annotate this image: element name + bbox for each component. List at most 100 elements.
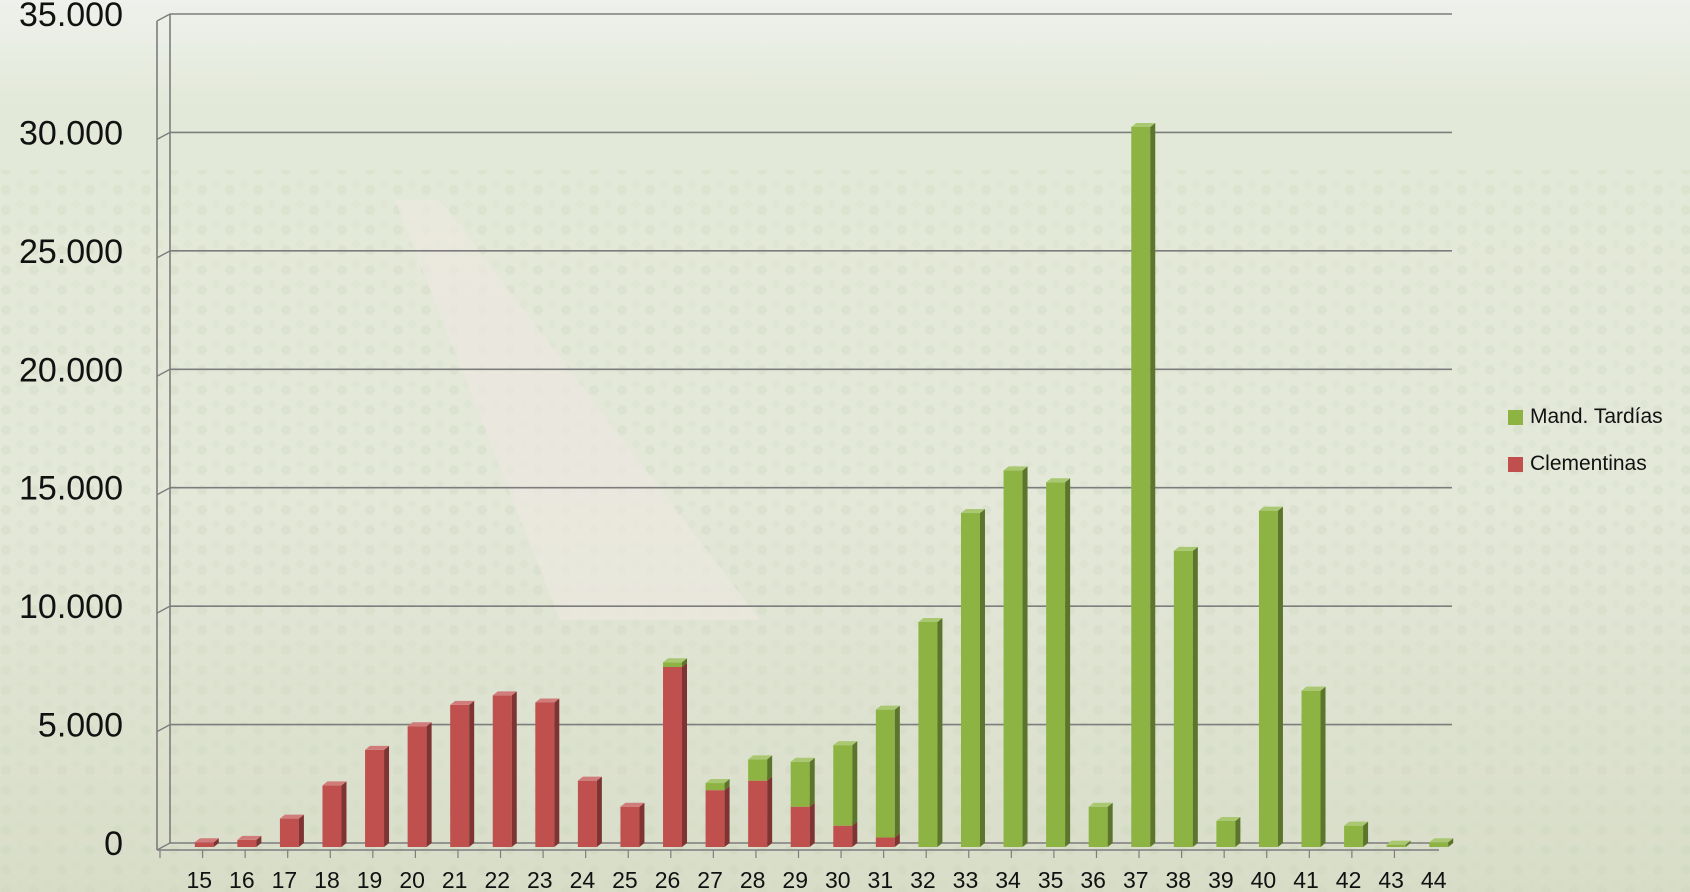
bar-clementinas-24	[577, 776, 602, 847]
bar-front	[705, 790, 725, 847]
bar-top	[1258, 506, 1283, 511]
bar-side	[298, 814, 304, 847]
bar-front	[1216, 820, 1236, 847]
bar-front	[918, 621, 938, 847]
bar-top	[1344, 821, 1369, 826]
bar-mand-tard-as-40	[1258, 506, 1283, 847]
bar-top	[450, 700, 475, 705]
bar-mand-tard-as-44	[1429, 838, 1454, 847]
bar-front	[1301, 690, 1321, 847]
bar-side	[256, 835, 262, 847]
bar-top	[1046, 478, 1071, 483]
bar-top	[918, 617, 943, 622]
bar-top	[1216, 816, 1241, 821]
bar-clementinas-25	[620, 802, 645, 847]
bar-side	[682, 662, 688, 847]
bar-side	[809, 802, 815, 847]
y-tick-label: 35.000	[19, 0, 123, 34]
bar-front	[748, 780, 768, 847]
bar-mand-tard-as-35	[1046, 478, 1071, 847]
x-tick-label: 29	[782, 867, 808, 892]
bar-side	[767, 755, 773, 781]
bar-top	[492, 691, 517, 696]
x-tick-label: 33	[953, 867, 979, 892]
y-tick-label: 10.000	[19, 588, 123, 626]
bar-front	[1173, 550, 1193, 847]
bar-front	[194, 842, 214, 847]
bar-clementinas-19	[365, 745, 390, 847]
x-tick-label: 36	[1080, 867, 1106, 892]
gridline-depth	[156, 131, 171, 141]
bar-top	[705, 779, 730, 784]
bar-side	[979, 509, 985, 847]
x-tick-label: 23	[527, 867, 553, 892]
bar-side	[384, 745, 390, 847]
x-tick-label: 16	[229, 867, 255, 892]
bar-top	[365, 745, 390, 750]
y-tick-label: 15.000	[19, 470, 123, 508]
bar-side	[426, 722, 432, 847]
bar-mand-tard-as-29	[790, 757, 815, 807]
bar-top	[663, 658, 688, 663]
bar-mand-tard-as-33	[960, 509, 985, 847]
x-tick-label: 32	[910, 867, 936, 892]
x-tick-label: 43	[1378, 867, 1404, 892]
bar-mand-tard-as-39	[1216, 816, 1241, 847]
bar-side	[852, 741, 858, 826]
bar-mand-tard-as-36	[1088, 802, 1113, 847]
bar-side	[511, 691, 517, 847]
bar-front	[790, 761, 810, 807]
bar-front	[535, 702, 555, 847]
bar-top	[833, 741, 858, 746]
bar-side	[852, 821, 858, 847]
x-tick-label: 37	[1123, 867, 1149, 892]
bar-side	[809, 757, 815, 807]
bar-mand-tard-as-34	[1003, 466, 1028, 847]
bar-clementinas-17	[279, 814, 304, 847]
x-tick-label: 28	[740, 867, 766, 892]
x-tick-label: 22	[484, 867, 510, 892]
gridline-depth	[156, 250, 171, 259]
chart-bars	[194, 122, 1454, 847]
bar-front	[790, 806, 810, 847]
bar-side	[937, 617, 943, 847]
chart-legend: Mand. Tardías Clementinas	[1508, 405, 1663, 499]
x-tick-label: 20	[399, 867, 425, 892]
bar-front	[663, 666, 683, 847]
y-axis-ticks: 0 5.000 10.000 15.000 20.000 25.000 30.000 35.0…	[19, 0, 123, 863]
bar-side	[554, 698, 560, 847]
bar-top	[1301, 686, 1326, 691]
gridline-depth	[156, 605, 171, 614]
bar-top	[1386, 840, 1411, 845]
bar-clementinas-23	[535, 698, 560, 847]
bar-front	[1429, 842, 1449, 847]
chart-grid	[156, 13, 1452, 851]
bar-side	[767, 776, 773, 847]
bar-side	[724, 786, 730, 847]
bar-front	[577, 780, 597, 847]
legend-item-mand-tardias: Mand. Tardías	[1508, 405, 1663, 429]
bar-side	[1235, 816, 1241, 847]
x-tick-label: 17	[272, 867, 298, 892]
y-tick-label: 20.000	[19, 351, 123, 389]
bar-side	[596, 776, 602, 847]
bar-front	[237, 839, 257, 847]
bar-side	[1150, 122, 1156, 847]
bar-clementinas-21	[450, 700, 475, 847]
x-tick-label: 26	[655, 867, 681, 892]
bar-side	[1107, 802, 1113, 847]
gridline-depth	[156, 842, 171, 851]
x-tick-label: 21	[442, 867, 468, 892]
bar-mand-tard-as-42	[1344, 821, 1369, 847]
bar-front	[1003, 470, 1023, 847]
x-tick-label: 27	[697, 867, 723, 892]
bar-side	[682, 658, 688, 667]
x-tick-label: 35	[1038, 867, 1064, 892]
bar-front	[875, 709, 895, 838]
bar-front	[450, 704, 470, 847]
bar-side	[1065, 478, 1071, 847]
bar-front	[322, 785, 342, 847]
bar-mand-tard-as-31	[875, 705, 900, 838]
